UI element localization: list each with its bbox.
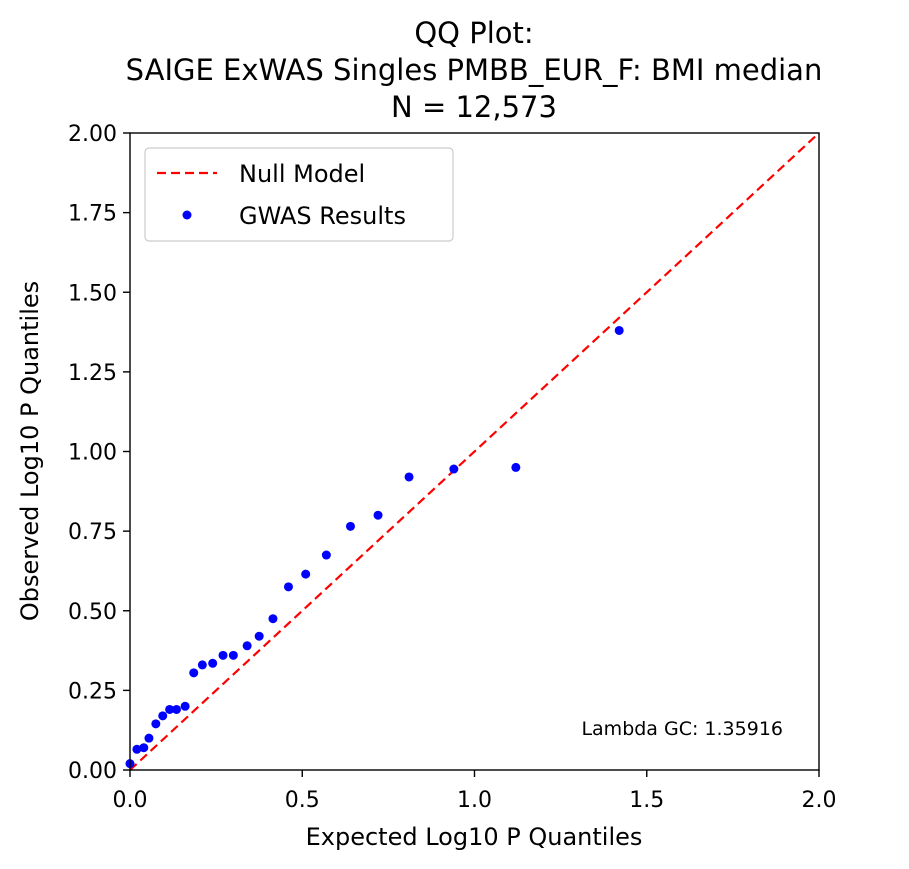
gwas-point	[345, 521, 355, 531]
y-tick-label: 2.00	[68, 122, 117, 147]
y-axis-label: Observed Log10 P Quantiles	[16, 281, 44, 621]
gwas-point	[449, 464, 459, 474]
x-tick-label: 1.0	[457, 788, 492, 813]
gwas-point	[254, 631, 264, 641]
lambda-gc-annotation: Lambda GC: 1.35916	[581, 718, 783, 740]
y-axis-ticks: 0.00 0.25 0.50 0.75 1.00 1.25 1.50 1.75 2.00	[68, 122, 130, 784]
gwas-point	[197, 660, 207, 670]
chart-title-line-2: SAIGE ExWAS Singles PMBB_EUR_F: BMI medi…	[126, 53, 823, 87]
x-tick-label: 0.5	[285, 788, 320, 813]
gwas-point	[218, 650, 228, 660]
gwas-point	[614, 325, 624, 335]
gwas-point	[139, 743, 149, 753]
chart-title-line-1: QQ Plot:	[414, 16, 533, 50]
y-tick-label: 0.00	[68, 759, 117, 784]
legend-box	[144, 147, 454, 242]
gwas-point	[242, 641, 252, 651]
gwas-point	[208, 658, 218, 668]
x-axis-ticks: 0.0 0.5 1.0 1.5 2.0	[113, 770, 837, 813]
null-model-line	[129, 132, 820, 771]
x-tick-label: 1.5	[629, 788, 664, 813]
gwas-point	[301, 569, 311, 579]
y-tick-label: 0.50	[68, 600, 117, 625]
gwas-point	[283, 582, 293, 592]
gwas-point	[144, 733, 154, 743]
gwas-point	[189, 668, 199, 678]
x-axis-label: Expected Log10 P Quantiles	[306, 823, 643, 851]
gwas-point	[321, 550, 331, 560]
y-tick-label: 1.75	[68, 202, 117, 227]
legend-gwas-label: GWAS Results	[239, 202, 406, 230]
y-tick-label: 0.75	[68, 520, 117, 545]
gwas-point	[180, 701, 190, 711]
gwas-point	[151, 719, 161, 729]
gwas-point	[228, 650, 238, 660]
gwas-point	[172, 704, 182, 714]
gwas-point	[132, 744, 142, 754]
gwas-points	[125, 325, 624, 769]
y-tick-label: 1.25	[68, 361, 117, 386]
gwas-point	[158, 711, 168, 721]
legend-gwas-swatch	[182, 210, 192, 220]
y-tick-label: 1.50	[68, 281, 117, 306]
legend: Null Model GWAS Results	[144, 147, 454, 242]
y-tick-label: 0.25	[68, 679, 117, 704]
gwas-point	[511, 462, 521, 472]
y-tick-label: 1.00	[68, 441, 117, 466]
gwas-point	[165, 704, 175, 714]
gwas-point	[268, 614, 278, 624]
gwas-point	[404, 472, 414, 482]
gwas-point	[373, 510, 383, 520]
x-tick-label: 2.0	[802, 788, 837, 813]
x-tick-label: 0.0	[113, 788, 148, 813]
chart-title-line-3: N = 12,573	[391, 90, 557, 124]
legend-null-model-label: Null Model	[239, 160, 365, 188]
